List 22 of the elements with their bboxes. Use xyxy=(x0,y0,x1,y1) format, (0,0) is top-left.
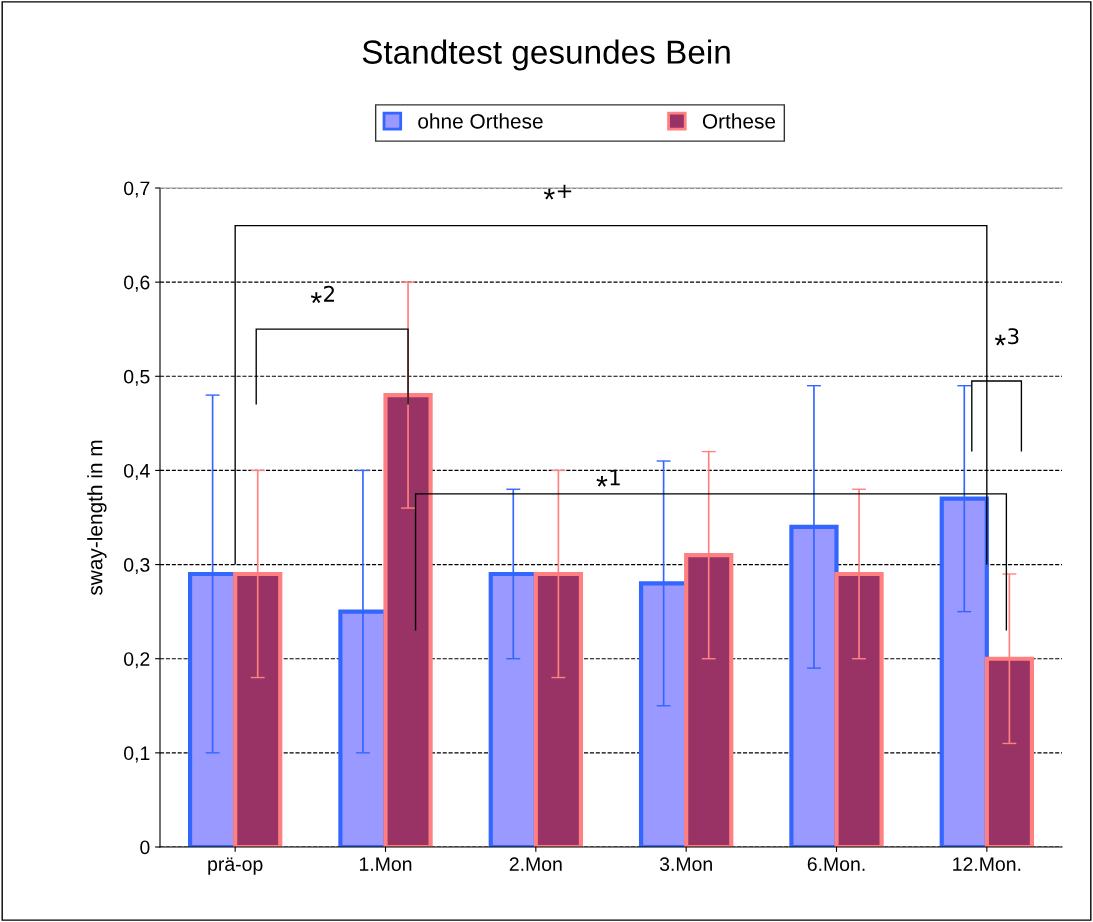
y-tick-label: 0,6 xyxy=(124,275,150,292)
legend-label: Orthese xyxy=(702,113,776,129)
y-tick-label: 0,2 xyxy=(124,652,150,669)
y-tick-label: 0,1 xyxy=(124,746,150,763)
x-tick-label: 6.Mon. xyxy=(807,857,865,871)
x-tick-label: 12.Mon. xyxy=(953,857,1021,871)
y-axis-title: sway-length in m xyxy=(87,440,107,596)
x-tick-label: 2.Mon xyxy=(509,857,562,871)
annotation: *$^{3}$ xyxy=(994,328,1019,346)
annotation: *$^{+}$ xyxy=(543,184,572,200)
y-tick-label: 0,5 xyxy=(124,369,150,386)
x-tick-label: 1.Mon xyxy=(359,857,412,871)
annotation: *$^{2}$ xyxy=(310,285,334,304)
y-tick-label: 0 xyxy=(140,840,150,855)
legend-label: ohne Orthese xyxy=(418,113,543,129)
x-tick-label: prä-op xyxy=(208,857,263,875)
chart-title: Standtest gesundes Bein xyxy=(362,39,730,71)
annotation: *$^{1}$ xyxy=(596,469,620,487)
y-tick-label: 0,4 xyxy=(124,463,150,480)
y-tick-label: 0,7 xyxy=(124,181,150,198)
y-tick-label: 0,3 xyxy=(124,558,150,575)
x-tick-label: 3.Mon xyxy=(659,857,712,871)
